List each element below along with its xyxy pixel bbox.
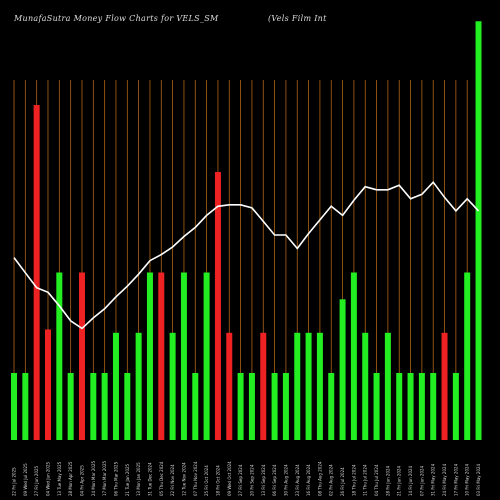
x-tick-label: 10 Fri May 2024 xyxy=(465,463,470,496)
x-tick-label: 03 Fri May 2024 xyxy=(476,463,481,496)
bar xyxy=(214,172,221,440)
bar xyxy=(169,332,176,440)
x-tick-label: 04 Fri Apr 2025 xyxy=(79,465,84,496)
bar xyxy=(316,332,323,440)
bar xyxy=(260,332,267,440)
bar xyxy=(328,373,335,440)
x-tick-label: 20 Fri Sep 2024 xyxy=(249,464,254,496)
bar xyxy=(271,373,278,440)
bar xyxy=(237,373,244,440)
bar xyxy=(158,272,165,440)
x-tick-label: 27 Fri Jun 2025 xyxy=(34,465,39,496)
x-tick-label: 23 Fri Aug 2024 xyxy=(295,464,300,496)
bar xyxy=(452,373,459,440)
bar xyxy=(248,373,255,440)
bar xyxy=(101,373,108,440)
bar xyxy=(464,272,471,440)
x-tick-label: 13 Mon Jan 2025 xyxy=(136,462,141,496)
bar xyxy=(339,299,346,440)
x-tick-label: 05 Thu Dec 2024 xyxy=(159,461,164,496)
bar xyxy=(22,373,29,440)
x-tick-label: 21 Fri Jun 2024 xyxy=(397,465,402,496)
money-flow-line xyxy=(13,180,480,330)
x-tick-label: 02 Fri Aug 2024 xyxy=(329,464,334,496)
x-tick-label: 04 Thu Jul 2024 xyxy=(374,464,379,496)
x-tick-label: 22 Fri Nov 2024 xyxy=(170,464,175,496)
bar xyxy=(11,373,17,440)
chart-subtitle: (Vels Film Int xyxy=(268,14,327,23)
bar xyxy=(430,373,437,440)
bar xyxy=(44,329,51,440)
bar xyxy=(305,332,312,440)
x-tick-label: 26 Fri Jul 2024 xyxy=(340,467,345,496)
bar xyxy=(294,332,301,440)
x-tick-label: 24 Mon Mar 2025 xyxy=(91,460,96,496)
bar xyxy=(373,373,380,440)
chart-title: MunafaSutra Money Flow Charts for VELS_S… xyxy=(14,14,219,23)
x-tick-label: 28 Fri Jun 2024 xyxy=(385,465,390,496)
bar xyxy=(33,105,40,440)
x-tick-labels: 22 Fri Jul 2025 09 Wed Jul 2025 27 Fri Jun… xyxy=(12,460,482,496)
x-tick-label: 31 Fri May 2024 xyxy=(431,463,436,496)
x-tick-label: 07 Fri Jun 2024 xyxy=(419,465,424,496)
x-tick-label: 11 Thu Jul 2024 xyxy=(363,464,368,496)
x-tick-label: 04 Wed Jun 2025 xyxy=(45,461,50,496)
x-tick-label: 18 Thu Jul 2024 xyxy=(351,464,356,496)
bar xyxy=(192,373,199,440)
x-tick-label: 21 Tue Jan 2025 xyxy=(125,463,130,496)
x-tick-label: 09 Wed Jul 2025 xyxy=(23,463,28,496)
bar xyxy=(441,332,448,440)
x-tick-label: 17 Mon Mar 2025 xyxy=(102,460,107,496)
x-tick-label: 13 Tue May 2025 xyxy=(57,461,62,496)
x-tick-label: 14 Fri Jun 2024 xyxy=(408,465,413,496)
x-tick-label: 07 Thu Nov 2024 xyxy=(193,461,198,496)
bar xyxy=(407,373,414,440)
bar xyxy=(475,21,482,440)
x-tick-label: 25 Fri Oct 2024 xyxy=(204,465,209,496)
x-tick-label: 12 Tue Nov 2024 xyxy=(181,462,186,496)
bar xyxy=(90,373,97,440)
bar xyxy=(362,332,369,440)
x-tick-label: 28 Mon Apr 2025 xyxy=(68,461,73,496)
bar xyxy=(226,332,233,440)
x-tick-label: 27 Fri Sep 2024 xyxy=(238,464,243,496)
x-tick-label: 08 Thu Aug 2024 xyxy=(317,461,322,496)
bar xyxy=(350,272,357,440)
bar xyxy=(124,373,131,440)
x-tick-label: 13 Fri Sep 2024 xyxy=(261,464,266,496)
x-tick-label: 24 Fri May 2024 xyxy=(442,463,447,496)
x-tick-label: 22 Fri Jul 2025 xyxy=(12,467,17,496)
bar xyxy=(67,373,74,440)
bar xyxy=(56,272,63,440)
x-tick-label: 30 Fri Aug 2024 xyxy=(283,464,288,496)
bar-series xyxy=(11,21,482,440)
x-tick-label: 18 Fri Oct 2024 xyxy=(215,465,220,496)
bar xyxy=(418,373,425,440)
bar xyxy=(384,332,391,440)
x-tick-label: 31 Tue Dec 2024 xyxy=(147,462,152,496)
bar xyxy=(112,332,119,440)
x-tick-label: 16 Fri Aug 2024 xyxy=(306,464,311,496)
bar xyxy=(396,373,403,440)
x-tick-label: 06 Thu Mar 2025 xyxy=(113,461,118,496)
x-tick-label: 09 Wed Oct 2024 xyxy=(227,461,232,496)
bar xyxy=(146,272,153,440)
x-tick-label: 06 Fri Sep 2024 xyxy=(272,464,277,496)
bar xyxy=(180,272,187,440)
bar xyxy=(282,373,289,440)
x-tick-label: 17 Fri May 2024 xyxy=(453,463,458,496)
bar xyxy=(78,272,85,440)
bar xyxy=(203,272,210,440)
bar xyxy=(135,332,142,440)
